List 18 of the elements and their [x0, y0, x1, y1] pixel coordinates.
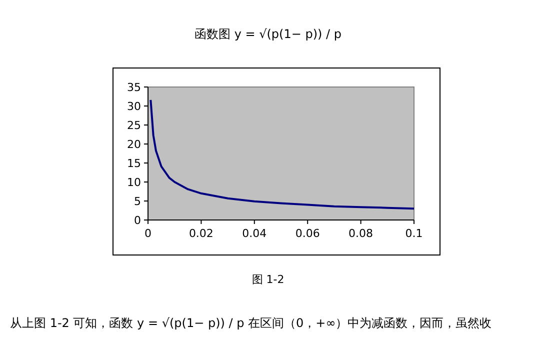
x-tick-label: 0.08 [348, 227, 374, 240]
text: 从上图 1-2 可知，函数 y = √(p(1− p)) / p 在区间（0，+∞）中为减函数，因而，虽然收 [10, 316, 492, 330]
y-tick-label: 30 [127, 100, 141, 113]
y-tick-label: 10 [127, 176, 141, 189]
line-series [150, 98, 415, 210]
y-tick-label: 0 [134, 214, 141, 227]
x-tick-label: 0.1 [405, 227, 423, 240]
y-tick-label: 15 [127, 157, 141, 170]
chart-title: 函数图 y = √(p(1− p)) / p [194, 27, 342, 41]
x-tick-label: 0.06 [295, 227, 320, 240]
y-tick-label: 25 [127, 119, 141, 132]
y-tick-label: 35 [127, 81, 141, 94]
x-tick-label: 0.04 [242, 227, 267, 240]
caption: 图 1-2 [252, 273, 284, 286]
x-tick-label: 0 [144, 227, 152, 240]
x-tick-label: 0.02 [188, 227, 214, 240]
y-tick-label: 20 [127, 138, 141, 151]
y-tick-label: 5 [134, 195, 141, 208]
